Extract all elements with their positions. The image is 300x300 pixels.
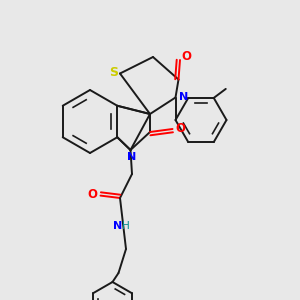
- Text: O: O: [88, 188, 98, 201]
- Text: O: O: [175, 122, 185, 136]
- Text: S: S: [109, 65, 118, 79]
- Text: N: N: [113, 221, 122, 231]
- Text: N: N: [128, 152, 136, 162]
- Text: N: N: [179, 92, 188, 102]
- Text: H: H: [122, 221, 130, 231]
- Text: O: O: [181, 50, 191, 64]
